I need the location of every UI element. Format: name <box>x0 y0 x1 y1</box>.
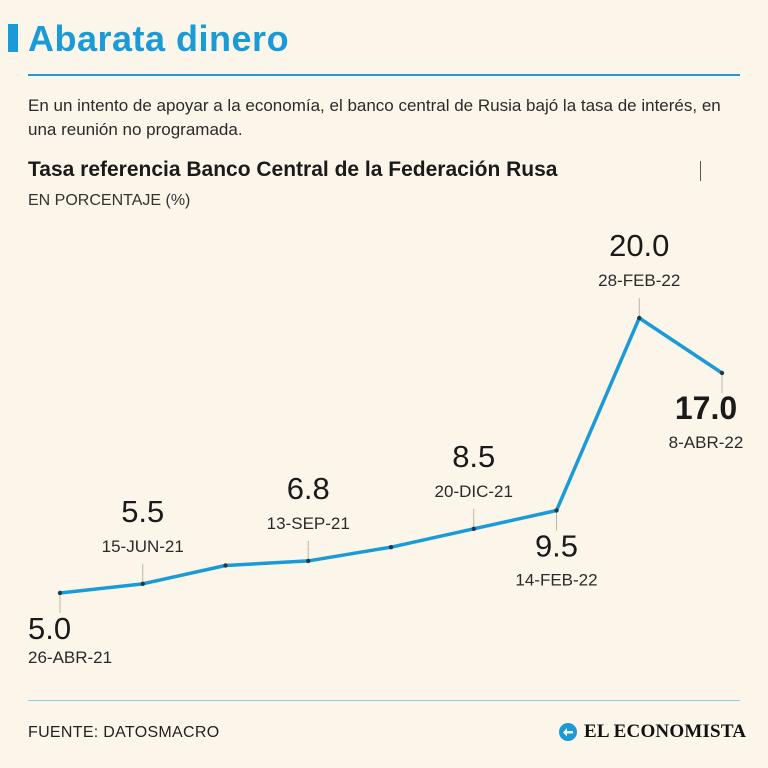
headline-rule <box>28 74 740 76</box>
headline: Abarata dinero <box>28 18 290 59</box>
value-label: 9.5 <box>535 529 578 564</box>
data-point <box>637 315 642 321</box>
value-label: 5.0 <box>28 611 71 646</box>
value-label: 8.5 <box>452 439 495 474</box>
brand-name: EL ECONOMISTA <box>584 721 747 742</box>
lede-text: En un intento de apoyar a la economía, e… <box>28 96 721 139</box>
date-label: 13-SEP-21 <box>267 514 350 533</box>
data-point <box>57 590 63 596</box>
brand: EL ECONOMISTA <box>558 721 746 743</box>
data-point <box>471 526 476 532</box>
date-label: 26-ABR-21 <box>28 648 112 667</box>
chart-title: Tasa referencia Banco Central de la Fede… <box>28 158 558 181</box>
value-label: 6.8 <box>287 471 330 506</box>
data-point <box>223 563 228 568</box>
data-point <box>388 544 394 550</box>
data-point <box>306 558 311 564</box>
date-label: 14-FEB-22 <box>515 571 597 590</box>
value-label: 5.5 <box>121 494 164 529</box>
data-point <box>554 508 559 513</box>
footer-rule <box>28 700 740 701</box>
headline-accent-bar <box>8 24 18 52</box>
data-point <box>719 370 725 376</box>
brand-logo-icon <box>559 723 577 741</box>
date-label: 28-FEB-22 <box>598 271 680 290</box>
date-label: 15-JUN-21 <box>102 537 184 556</box>
source-credit: FUENTE: DATOSMACRO <box>28 724 220 741</box>
line-chart: 5.0 26-ABR-21 5.5 15-JUN-21 6.8 13-SEP-21 8.5 2… <box>28 228 744 667</box>
date-label: 8-ABR-22 <box>669 433 744 452</box>
chart-title-separator <box>700 161 701 181</box>
data-point <box>140 581 145 587</box>
value-label: 17.0 <box>675 390 737 426</box>
chart-subtitle: EN PORCENTAJE (%) <box>28 192 191 209</box>
value-label: 20.0 <box>609 228 669 263</box>
date-label: 20-DIC-21 <box>435 482 513 501</box>
